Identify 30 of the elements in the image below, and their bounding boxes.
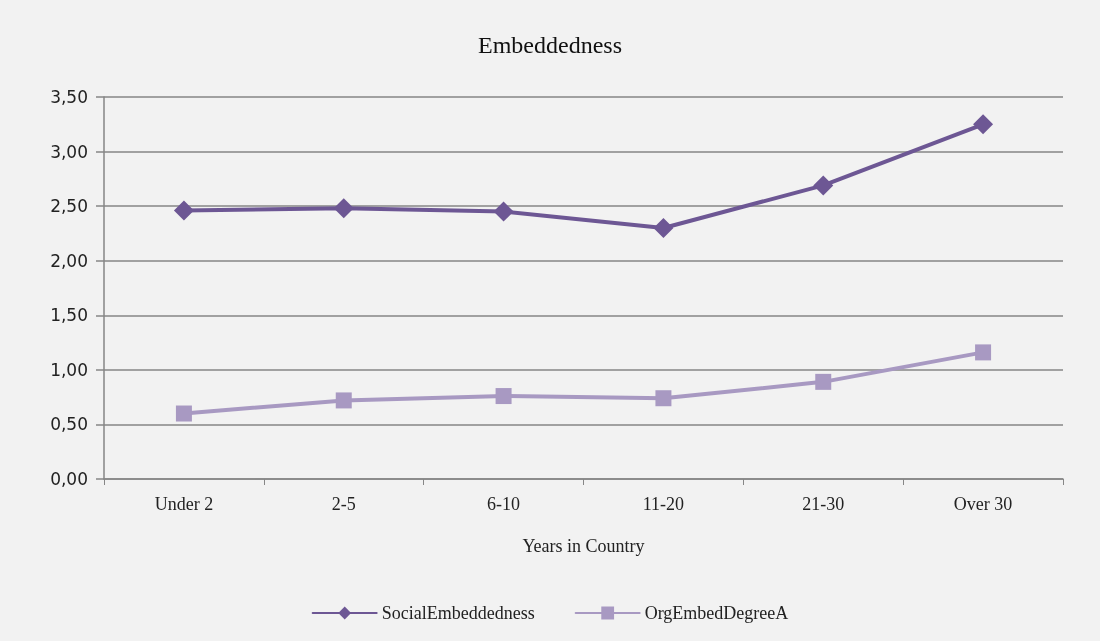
y-tick-label: 1,50 (50, 305, 88, 326)
y-tick-label: 0,00 (50, 469, 88, 489)
y-tick-label: 3,50 (50, 87, 88, 107)
x-tick-label: 21-30 (802, 494, 845, 514)
point (973, 114, 994, 135)
x-tick-label: 6-10 (487, 494, 521, 514)
point (653, 217, 674, 238)
x-tick-label: 2-5 (331, 494, 356, 514)
y-tick-label: 2,00 (50, 250, 88, 271)
point (173, 200, 194, 221)
y-tick-label: 2,50 (50, 196, 88, 217)
x-tick-label: Over 30 (953, 494, 1013, 514)
point (655, 390, 672, 407)
chart-title: Embeddedness (478, 32, 622, 58)
point (333, 198, 354, 219)
y-tick-label: 1,00 (50, 359, 88, 380)
point (335, 392, 352, 409)
x-axis-title: Years in Country (522, 536, 645, 556)
point (975, 344, 992, 361)
x-tick-label: 11-20 (642, 494, 685, 514)
legend-label: OrgEmbedDegreeA (644, 603, 789, 623)
point (815, 373, 832, 390)
y-tick-label: 3,00 (50, 141, 88, 162)
point (493, 201, 514, 222)
point (813, 175, 834, 196)
y-tick-label: 0,50 (50, 414, 88, 435)
point (175, 405, 192, 422)
point (495, 388, 512, 405)
x-tick-label: Under 2 (154, 494, 214, 514)
legend-label: SocialEmbeddedness (381, 603, 535, 623)
